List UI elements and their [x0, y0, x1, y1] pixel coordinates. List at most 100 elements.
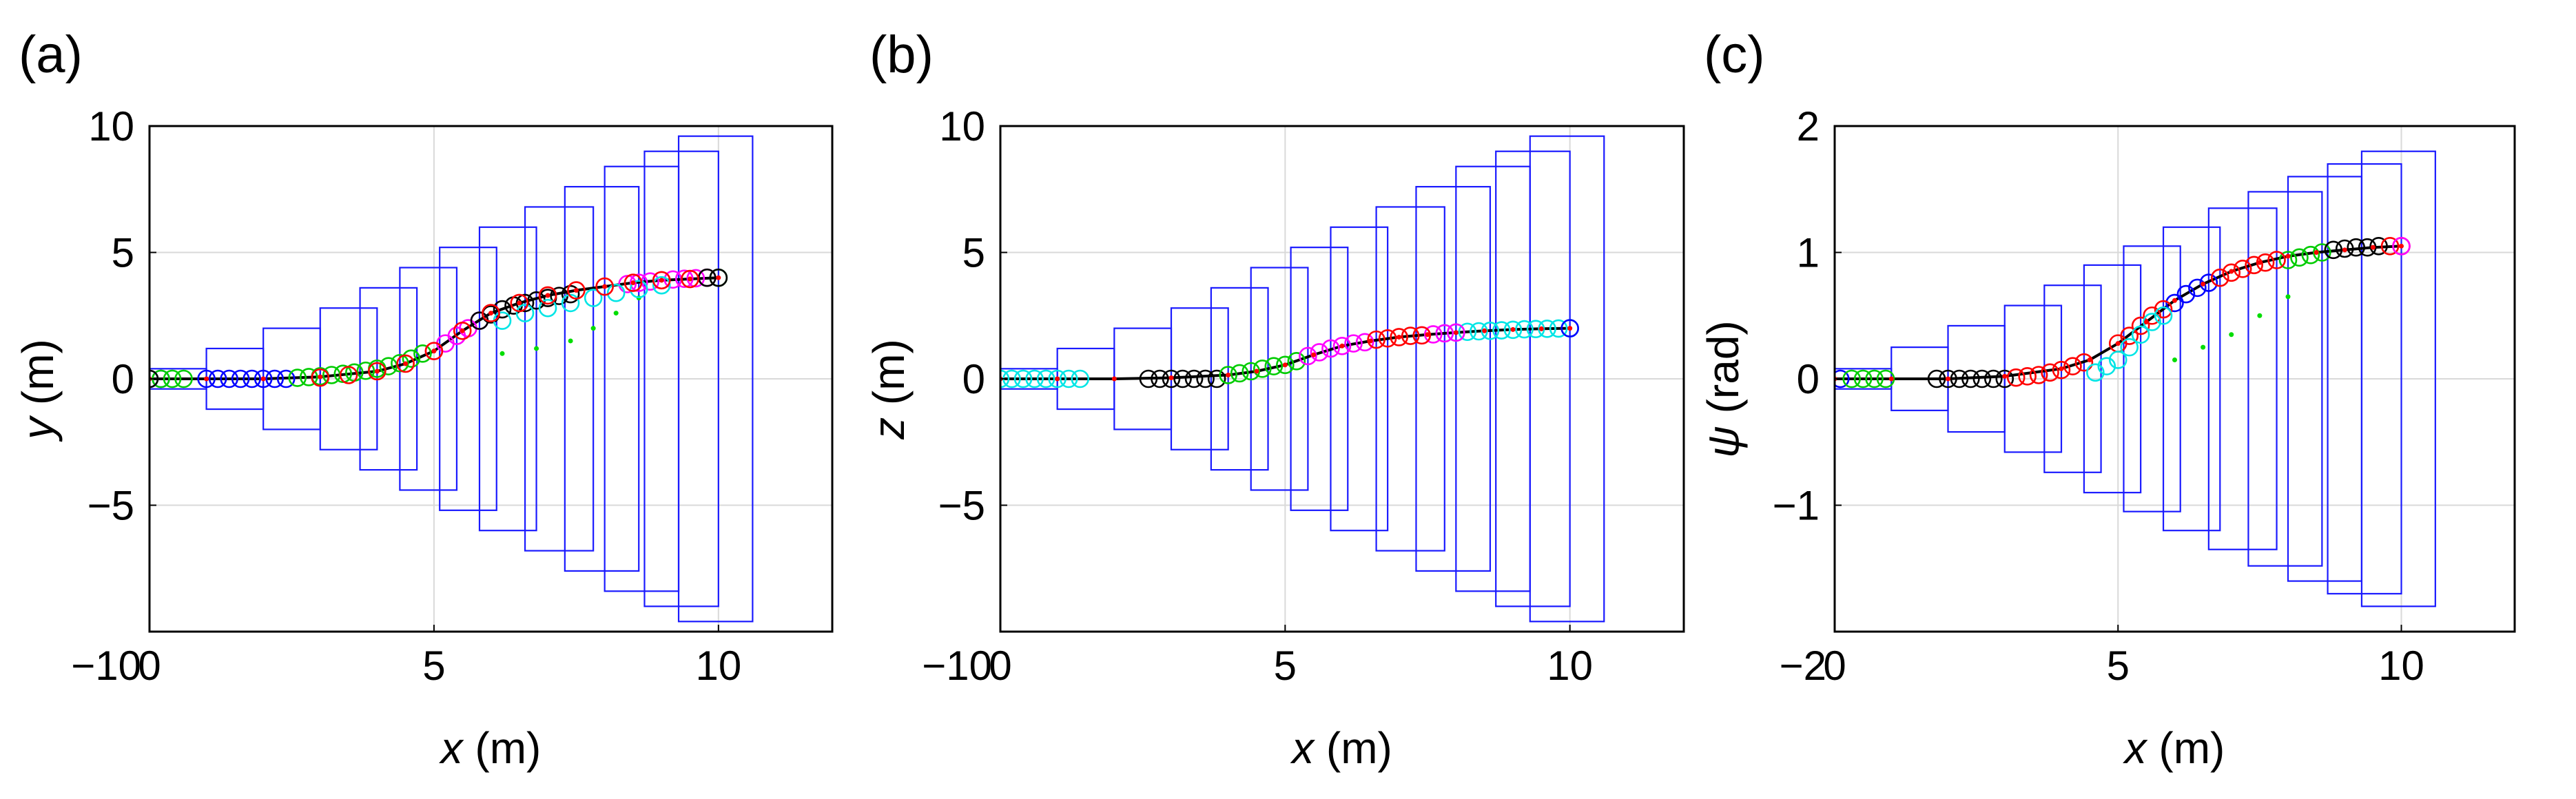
marker-black-circles [1984, 369, 2003, 388]
marker-blue-circles [2188, 278, 2207, 298]
marker-green-circles [1219, 366, 1237, 384]
marker-black-circles [709, 268, 728, 287]
plot-content [1835, 150, 2436, 608]
path-dot [403, 361, 409, 366]
y-tick-label: 1 [1797, 230, 1820, 276]
marker-black-circles [2335, 239, 2354, 258]
marker-red-circles [2256, 253, 2275, 272]
marker-blue-circles [208, 369, 227, 388]
marker-cyan-circles [561, 293, 580, 313]
path-dot [1453, 330, 1459, 335]
search-window [1415, 185, 1492, 572]
x-tick-label: 10 [1547, 643, 1593, 689]
marker-red-circles [2029, 366, 2048, 384]
x-axis-unit: (m) [2147, 723, 2225, 773]
marker-black-circles [1184, 369, 1204, 388]
marker-red-circles [2052, 360, 2071, 380]
x-axis-label: x (m) [2123, 723, 2225, 773]
marker-black-circles [1151, 369, 1169, 388]
x-axis-variable: x [2123, 723, 2148, 773]
marker-cyan-circles [2143, 313, 2161, 331]
marker-black-circles [1972, 369, 1992, 388]
path-dot [1510, 326, 1516, 332]
marker-magenta-circles [1310, 343, 1329, 362]
path-dot [1946, 376, 1950, 382]
marker-black-circles [1139, 369, 1158, 388]
marker-cyan-circles [1059, 369, 1078, 388]
marker-red-circles [2131, 316, 2150, 335]
path-dot [2087, 357, 2092, 362]
y-tick-label: 5 [112, 230, 134, 276]
marker-cyan-circles [1538, 320, 1556, 338]
search-window [1375, 206, 1445, 552]
marker-red-circles [567, 281, 586, 300]
marker-red-circles [1367, 330, 1385, 349]
search-window [2083, 264, 2142, 494]
marker-black-circles [1196, 369, 1215, 388]
marker-cyan-circles [2131, 325, 2150, 344]
marker-red-circles [624, 273, 643, 292]
marker-black-circles [1927, 369, 1946, 388]
marker-black-circles [2369, 237, 2388, 256]
y-axis-variable: ψ [1698, 426, 1748, 458]
marker-green-circles [1253, 360, 1272, 378]
marker-cyan-circles [652, 276, 671, 295]
marker-cyan-circles [2108, 351, 2127, 369]
marker-black-circles [1162, 369, 1181, 388]
marker-magenta-circles [1435, 324, 1454, 343]
y-tick-label: 2 [1797, 103, 1820, 149]
marker-red-circles [510, 293, 529, 313]
marker-cyan-circles [1025, 369, 1044, 388]
search-window [1330, 226, 1389, 532]
marker-green-circles [413, 344, 432, 363]
marker-cyan-circles [606, 283, 626, 302]
marker-red-circles [652, 271, 671, 290]
panel-label: (c) [1704, 25, 1765, 84]
panel-label: (b) [869, 25, 934, 84]
search-window [2207, 207, 2278, 550]
marker-black-circles [1207, 369, 1226, 388]
path-dot [2370, 245, 2376, 250]
marker-cyan-circles [2086, 363, 2105, 382]
marker-green-circles [1230, 364, 1249, 383]
search-window [1210, 287, 1269, 471]
marker-green-circles [163, 369, 182, 388]
marker-red-circles [339, 366, 358, 384]
search-window [439, 247, 497, 511]
marker-green-circles [1842, 369, 1861, 388]
path-dot [1254, 369, 1259, 374]
marker-red-circles [2074, 353, 2094, 372]
y-tick-label: −5 [938, 483, 985, 529]
path-dot [260, 376, 266, 382]
plot-content [1000, 135, 1605, 623]
marker-green-circles [1853, 369, 1873, 388]
marker-green-circles [2301, 245, 2320, 264]
y-tick-label: −1 [1773, 483, 1820, 529]
marker-blue-circles [1835, 369, 1850, 388]
green-dot [2172, 357, 2177, 362]
y-axis-label: z (m) [864, 339, 914, 440]
x-tick-label: 0 [989, 643, 1011, 689]
search-window [643, 150, 719, 608]
path-dot [2399, 243, 2404, 249]
marker-red-circles [2006, 368, 2026, 387]
path-dot [517, 300, 522, 306]
path-dot [630, 280, 636, 286]
marker-blue-circles [254, 369, 273, 388]
marker-cyan-circles [1470, 322, 1488, 341]
marker-cyan-circles [1492, 321, 1511, 340]
green-dot [590, 326, 596, 331]
search-window [1495, 150, 1571, 608]
marker-cyan-circles [2120, 338, 2139, 357]
marker-black-circles [1995, 369, 2015, 388]
x-tick-label: 5 [422, 643, 445, 689]
path-dot [1282, 362, 1288, 368]
green-dot [2201, 344, 2206, 350]
marker-magenta-circles [686, 269, 705, 288]
search-window [2327, 163, 2402, 595]
marker-green-circles [1264, 357, 1284, 375]
path-dot [2285, 253, 2291, 259]
marker-green-circles [356, 361, 375, 380]
